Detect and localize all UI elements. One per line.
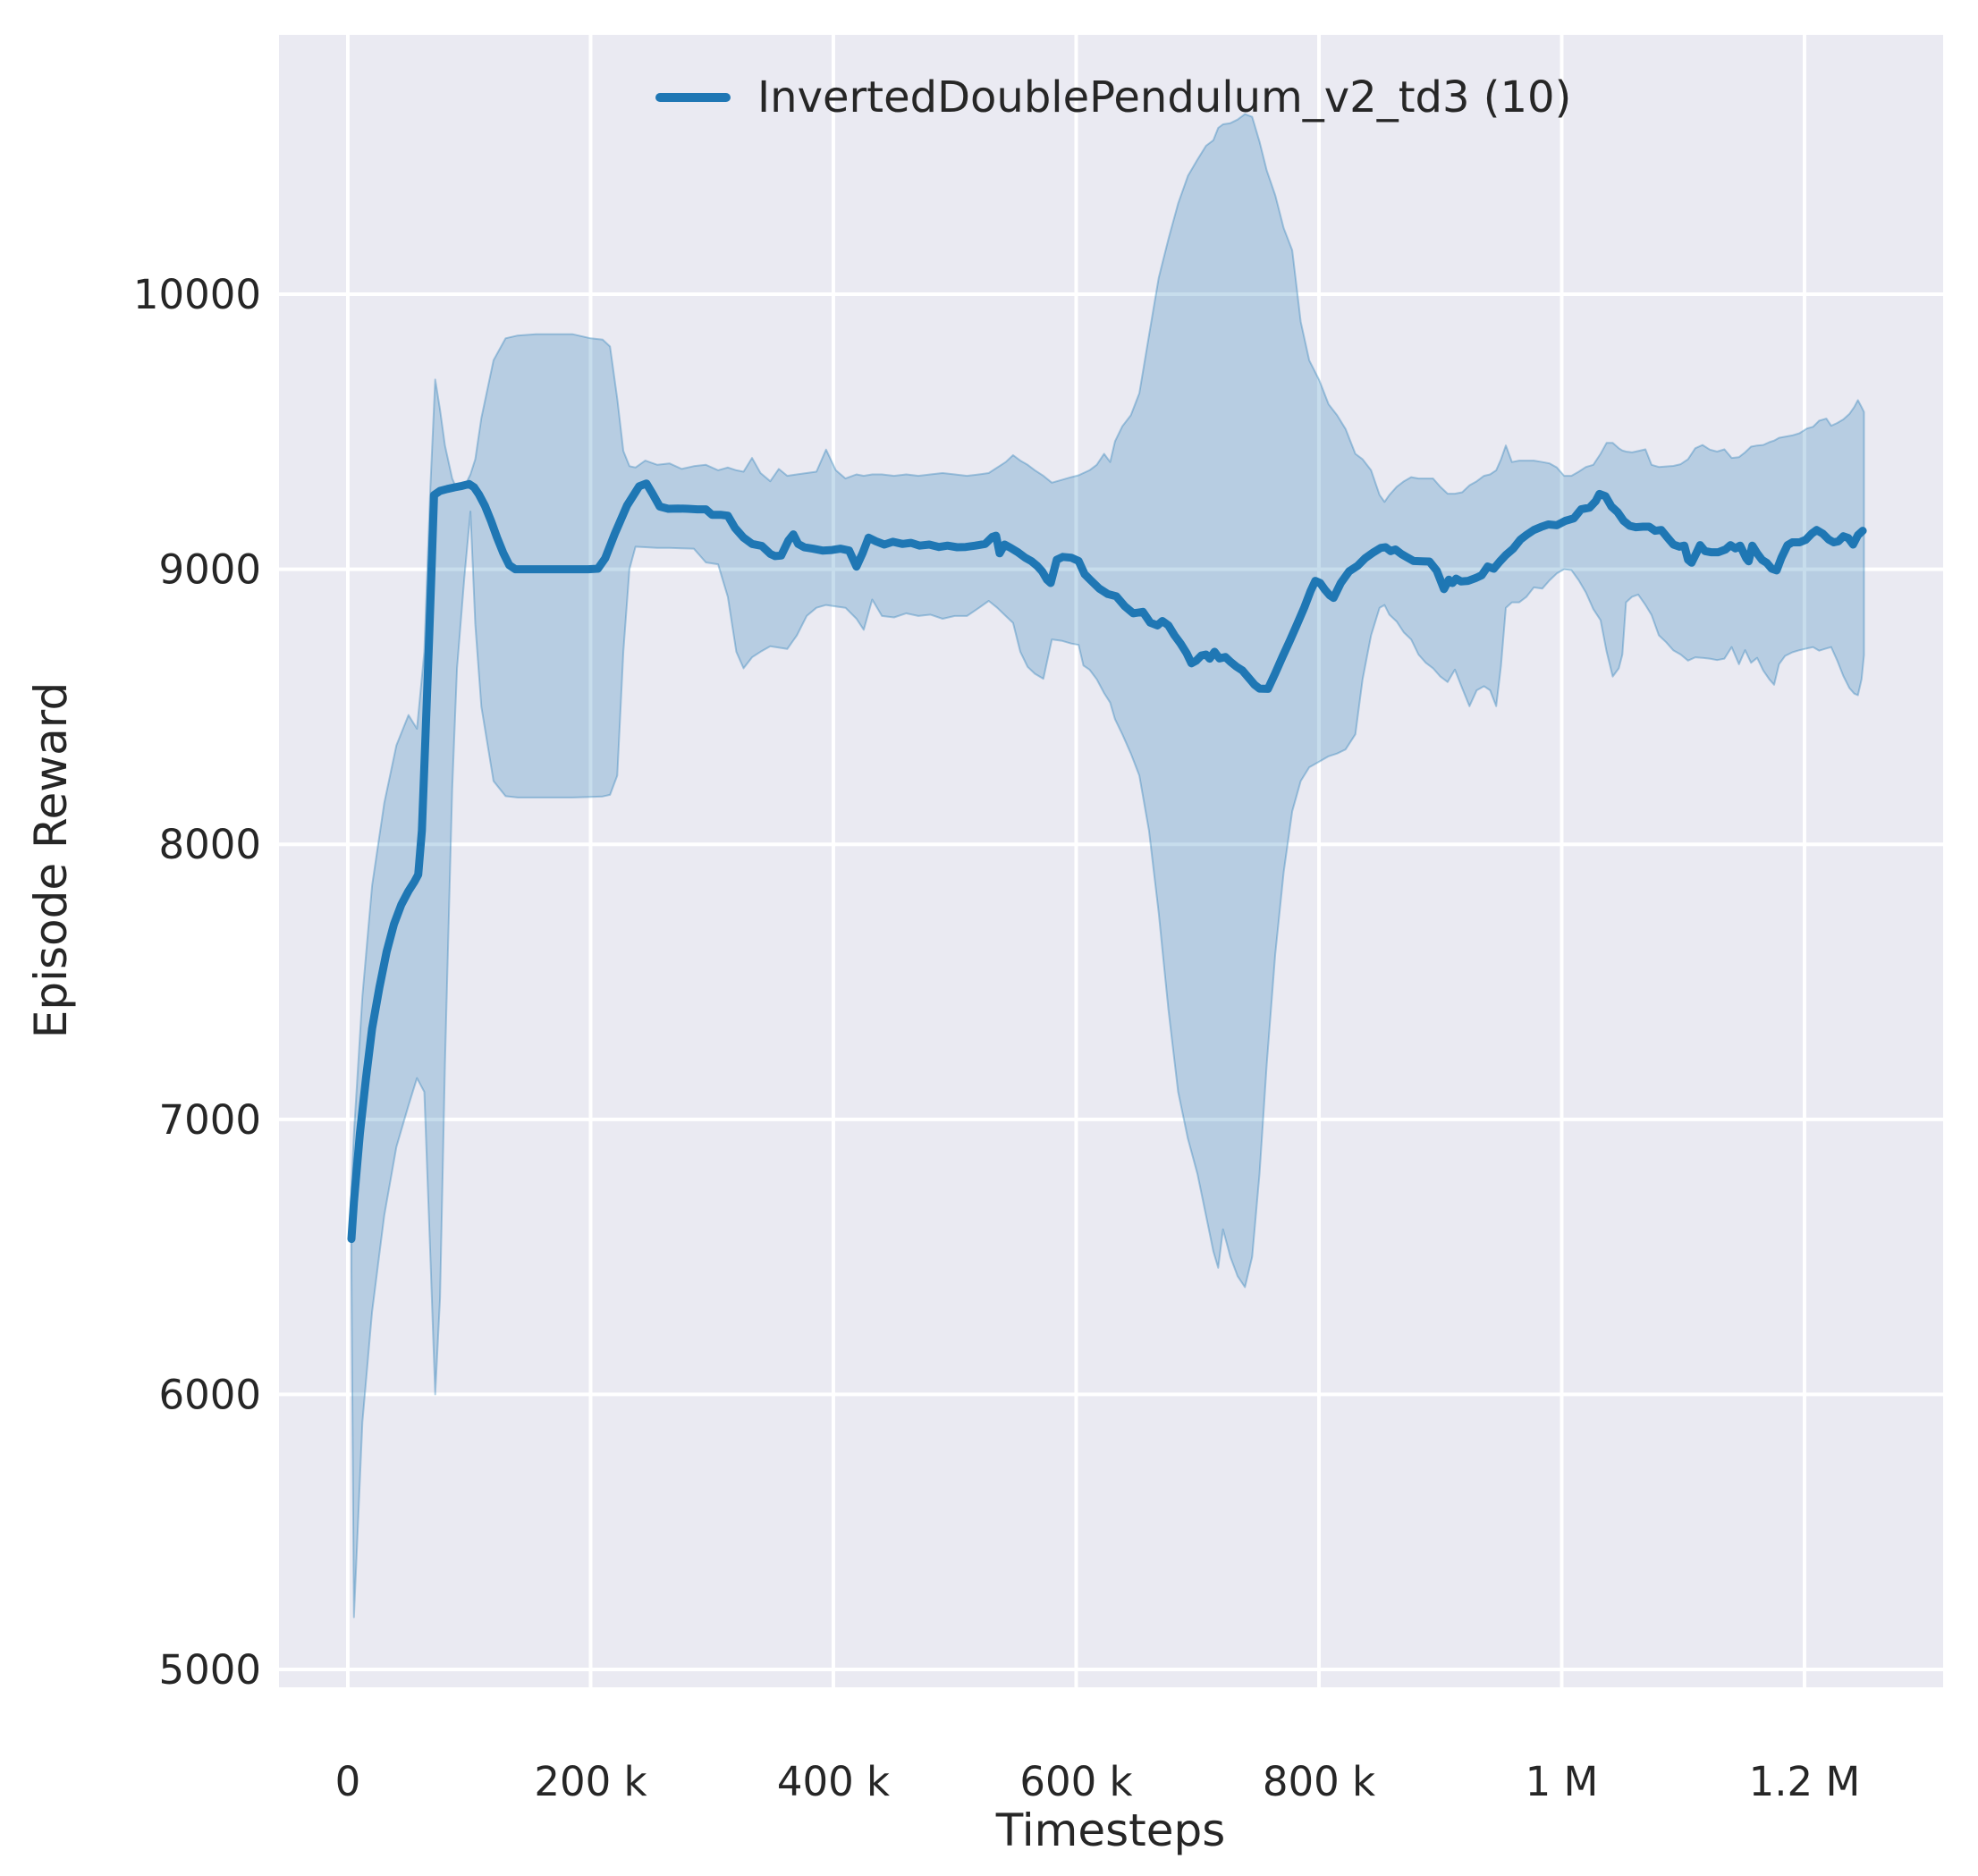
confidence-band bbox=[351, 113, 1865, 1618]
y-tick-label: 8000 bbox=[158, 821, 261, 868]
y-tick-label: 6000 bbox=[158, 1371, 261, 1418]
y-tick-label: 7000 bbox=[158, 1096, 261, 1144]
mean-reward-line bbox=[347, 479, 1867, 1244]
y-tick-label: 5000 bbox=[158, 1646, 261, 1694]
y-axis-label: Episode Reward bbox=[25, 681, 77, 1039]
y-tick-label: 10000 bbox=[133, 271, 261, 318]
legend-line-swatch bbox=[655, 93, 731, 102]
x-tick-label: 1 M bbox=[1526, 1758, 1599, 1805]
legend-label: InvertedDoublePendulum_v2_td3 (10) bbox=[757, 72, 1572, 123]
x-tick-label: 400 k bbox=[777, 1758, 890, 1805]
legend: InvertedDoublePendulum_v2_td3 (10) bbox=[655, 72, 1571, 123]
x-tick-label: 600 k bbox=[1019, 1758, 1132, 1805]
x-tick-label: 800 k bbox=[1263, 1758, 1375, 1805]
x-axis-label: Timesteps bbox=[995, 1804, 1226, 1856]
x-tick-label: 1.2 M bbox=[1749, 1758, 1861, 1805]
y-tick-label: 9000 bbox=[158, 546, 261, 594]
x-tick-label: 200 k bbox=[534, 1758, 647, 1805]
plot-background bbox=[279, 35, 1943, 1687]
x-tick-label: 0 bbox=[335, 1758, 361, 1805]
